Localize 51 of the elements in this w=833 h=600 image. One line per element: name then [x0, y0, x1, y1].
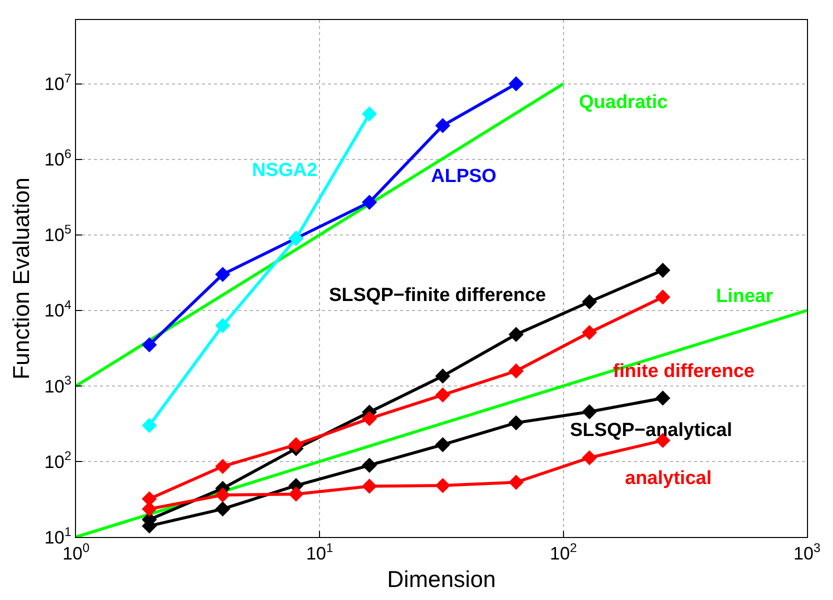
- series-label: NSGA2: [252, 160, 318, 181]
- y-tick-label: 10$^{5}$: [44, 222, 72, 246]
- point: [362, 478, 377, 494]
- point: [288, 437, 304, 452]
- point: [656, 263, 670, 278]
- y-tick-label: 10$^{4}$: [44, 298, 72, 321]
- point: [582, 325, 597, 340]
- point: [362, 411, 377, 426]
- point: [508, 475, 524, 490]
- y-tick-label: 10$^{6}$: [44, 147, 72, 170]
- point: [142, 418, 157, 433]
- point: [508, 327, 524, 342]
- series-label: analytical: [625, 468, 712, 489]
- point: [508, 76, 524, 92]
- point: [142, 502, 157, 516]
- point: [656, 390, 670, 406]
- point: [436, 368, 450, 384]
- point: [215, 318, 230, 333]
- series-label: Linear: [716, 286, 774, 307]
- point: [436, 118, 450, 133]
- point: [436, 437, 450, 452]
- point: [436, 478, 450, 493]
- point: [582, 294, 597, 310]
- point: [362, 458, 377, 473]
- point: [215, 488, 230, 502]
- x-tick-label: 10$^{2}$: [550, 541, 577, 564]
- y-tick-label: 10$^{7}$: [44, 72, 72, 94]
- point: [142, 338, 157, 352]
- x-tick-label: 10$^{1}$: [306, 541, 334, 564]
- point: [215, 267, 230, 282]
- series-label: ALPSO: [431, 166, 496, 187]
- point: [362, 106, 377, 122]
- point: [582, 450, 597, 465]
- y-axis-title: Function Evaluation: [8, 177, 34, 380]
- point: [582, 404, 597, 420]
- point: [288, 486, 304, 502]
- series-label: Quadratic: [579, 92, 668, 113]
- x-axis-title: Dimension: [387, 566, 496, 592]
- x-tick-label: 10$^{3}$: [793, 541, 821, 564]
- point: [508, 416, 524, 430]
- point: [656, 290, 670, 304]
- y-tick-label: 10$^{3}$: [44, 374, 72, 396]
- point: [436, 388, 450, 402]
- y-tick-label: 10$^{2}$: [44, 449, 72, 472]
- point: [362, 195, 377, 210]
- point: [215, 502, 230, 516]
- series-label: finite difference: [613, 361, 754, 382]
- point: [508, 364, 524, 378]
- point: [215, 459, 230, 474]
- series-label: SLSQP−analytical: [570, 420, 732, 441]
- series-label: SLSQP−finite difference: [329, 285, 546, 306]
